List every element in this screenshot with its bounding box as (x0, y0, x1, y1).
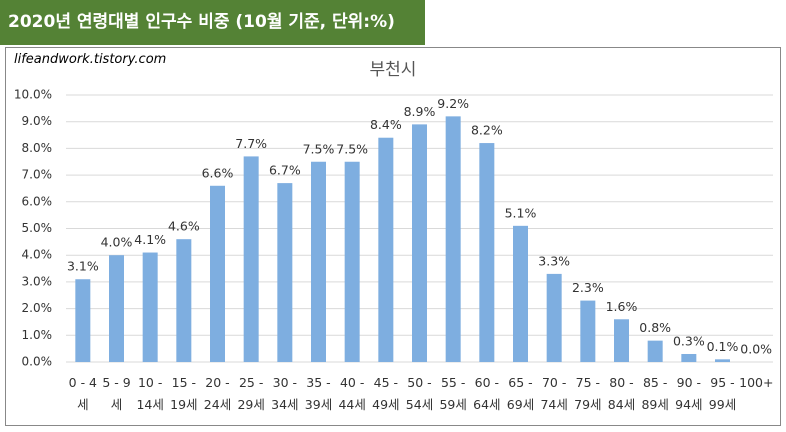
data-label: 9.2% (437, 96, 469, 111)
x-tick-label: 75 - 79세 (574, 375, 602, 412)
x-tick-label: 100+ (739, 375, 774, 390)
x-tick-label: 90 - 94세 (675, 375, 703, 412)
x-tick-label: 5 - 9세 (102, 375, 131, 412)
x-tick-label: 20 - 24세 (203, 375, 232, 412)
bar (412, 124, 427, 363)
bar (210, 185, 225, 362)
data-label: 0.0% (740, 342, 772, 357)
data-label: 8.9% (404, 104, 436, 119)
x-tick-label: 65 - 69세 (506, 375, 535, 412)
bar (277, 183, 293, 362)
bar (142, 252, 158, 362)
bar (445, 116, 461, 362)
data-label: 8.4% (370, 117, 402, 132)
bar (311, 161, 326, 362)
x-tick-label: 30 - 34세 (271, 375, 299, 412)
watermark: lifeandwork.tistory.com (8, 50, 173, 69)
data-label: 7.7% (235, 136, 267, 151)
data-label: 0.3% (673, 333, 705, 348)
bar (614, 319, 629, 362)
bar (243, 156, 259, 362)
x-tick-label: 55 - 59세 (439, 375, 467, 412)
data-label: 7.5% (303, 141, 335, 156)
x-tick-label: 60 - 64세 (473, 375, 501, 412)
bar (75, 279, 91, 362)
y-tick-label: 10.0% (14, 88, 52, 102)
y-tick-label: 2.0% (22, 301, 53, 315)
data-label: 0.1% (707, 339, 739, 354)
x-tick-label: 70 - 74세 (540, 375, 568, 412)
x-tick-label: 0 - 4세 (68, 375, 98, 412)
data-label: 0.8% (639, 320, 671, 335)
data-label: 7.5% (336, 141, 368, 156)
data-label: 4.6% (168, 219, 200, 234)
x-tick-label: 25 - 29세 (237, 375, 265, 412)
bar (715, 359, 730, 362)
y-tick-label: 5.0% (22, 221, 53, 235)
data-label: 4.0% (101, 235, 133, 250)
bar (513, 225, 528, 362)
bar (647, 340, 663, 362)
chart-frame (5, 47, 781, 426)
x-tick-label: 95 - 99세 (708, 375, 737, 412)
chart-title: 부천시 (370, 60, 417, 80)
bar (378, 137, 394, 362)
x-tick-label: 10 - 14세 (136, 375, 164, 412)
y-tick-label: 8.0% (22, 141, 53, 155)
y-tick-label: 6.0% (22, 194, 53, 208)
x-tick-label: 80 - 84세 (607, 375, 636, 412)
y-tick-label: 3.0% (22, 274, 53, 288)
data-label: 2.3% (572, 280, 604, 295)
bar (546, 273, 562, 362)
x-tick-label: 15 - 19세 (170, 375, 198, 412)
bar (681, 353, 697, 362)
x-tick-label: 50 - 54세 (405, 375, 434, 412)
y-tick-label: 1.0% (22, 328, 53, 342)
data-label: 1.6% (606, 299, 638, 314)
y-tick-label: 9.0% (22, 114, 53, 128)
data-label: 3.1% (67, 259, 99, 274)
banner: 2020년 연령대별 인구수 비중 (10월 기준, 단위:%) (0, 0, 425, 45)
x-tick-label: 40 - 44세 (338, 375, 366, 412)
x-tick-label: 85 - 89세 (641, 375, 669, 412)
y-tick-label: 7.0% (22, 168, 53, 182)
bar (176, 239, 192, 362)
x-tick-label: 45 - 49세 (372, 375, 400, 412)
bar (479, 143, 495, 362)
data-label: 6.6% (202, 165, 234, 180)
bar (109, 255, 124, 362)
data-label: 3.3% (538, 253, 570, 268)
data-label: 5.1% (505, 205, 537, 220)
data-label: 4.1% (134, 232, 166, 247)
x-tick-label: 35 - 39세 (304, 375, 333, 412)
y-tick-label: 4.0% (22, 248, 53, 262)
data-label: 8.2% (471, 123, 503, 138)
bar (580, 300, 596, 362)
y-tick-label: 0.0% (22, 355, 53, 369)
data-label: 6.7% (269, 163, 301, 178)
bar (344, 161, 360, 362)
